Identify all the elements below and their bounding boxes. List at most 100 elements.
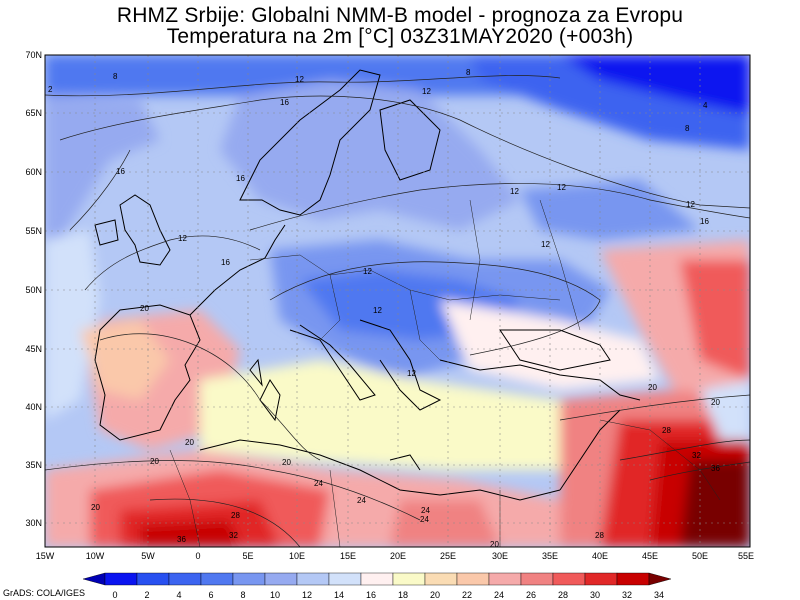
contour-label: 12 [363,267,372,276]
contour-label: 20 [91,503,100,512]
contour-label: 24 [421,506,430,515]
lat-label: 55N [25,226,42,236]
colorbar-swatch [584,572,618,586]
contour-label: 20 [490,540,499,549]
contour-label: 36 [711,464,720,473]
colorbar-swatch [520,572,554,586]
contour-label: 12 [295,75,304,84]
lon-label: 45E [642,551,658,561]
colorbar-tick-label: 24 [494,590,504,600]
lon-label: 5E [242,551,253,561]
colorbar-tick-label: 20 [430,590,440,600]
temperature-field [45,55,750,547]
colorbar-swatch [424,572,458,586]
colorbar-tick-label: 26 [526,590,536,600]
colorbar-swatch [264,572,298,586]
contour-label: 28 [231,511,240,520]
contour-label: 4 [703,101,708,110]
colorbar-swatch [648,572,672,586]
contour-label: 12 [686,200,695,209]
colorbar-swatch [456,572,490,586]
contour-label: 8 [113,72,118,81]
contour-label: 2 [48,85,53,94]
lat-label: 50N [25,285,42,295]
contour-label: 20 [140,304,149,313]
colorbar-swatch [328,572,362,586]
lon-label: 5W [141,551,155,561]
contour-label: 8 [466,68,471,77]
lon-label: 10E [289,551,305,561]
contour-label: 28 [662,426,671,435]
lon-label: 15E [340,551,356,561]
colorbar-swatch [360,572,394,586]
longitude-labels: 15W 10W 5W 0 5E 10E 15E 20E 25E 30E 35E … [36,551,754,561]
colorbar-tick-label: 2 [144,590,149,600]
map-title: RHMZ Srbije: Globalni NMM-B model - prog… [116,4,684,27]
contour-label: 12 [373,306,382,315]
contour-label: 12 [178,234,187,243]
contour-label: 12 [422,87,431,96]
colorbar-tick-label: 32 [622,590,632,600]
latitude-labels: 70N 65N 60N 55N 50N 45N 40N 35N 30N [25,50,42,528]
contour-label: 32 [229,531,238,540]
colorbar-tick-label: 12 [302,590,312,600]
lat-label: 35N [25,460,42,470]
colorbar-tick-label: 16 [366,590,376,600]
lon-label: 20E [390,551,406,561]
lat-label: 45N [25,344,42,354]
colorbar-tick-label: 30 [590,590,600,600]
colorbar-swatch [232,572,266,586]
map-frame [44,54,751,548]
contour-label: 32 [692,451,701,460]
contour-labels: 2 4 8 8 8 12 12 12 12 12 12 12 12 12 12 … [48,68,720,549]
contour-label: 16 [116,167,125,176]
contour-label: 12 [541,240,550,249]
contour-label: 24 [420,515,429,524]
lon-label: 25E [440,551,456,561]
contour-label: 16 [280,98,289,107]
contour-label: 8 [685,124,690,133]
contour-label: 16 [236,174,245,183]
colorbar-tick-label: 14 [334,590,344,600]
colorbar-swatch [488,572,522,586]
contour-label: 12 [407,369,416,378]
lon-label: 0 [195,551,200,561]
colorbar-tick-label: 28 [558,590,568,600]
colorbar-swatch [296,572,330,586]
contour-label: 28 [595,531,604,540]
colorbar-swatch [392,572,426,586]
colorbar-swatch [616,572,650,586]
lon-label: 15W [36,551,55,561]
contour-label: 12 [557,183,566,192]
colorbar-tick-label: 6 [208,590,213,600]
colorbar-tick-label: 34 [654,590,664,600]
lat-label: 65N [25,108,42,118]
contour-label: 24 [314,479,323,488]
lat-label: 40N [25,402,42,412]
colorbar-swatch [104,572,138,586]
contour-label: 16 [221,258,230,267]
colorbar-tick-label: 18 [398,590,408,600]
contour-label: 20 [185,438,194,447]
borders [169,199,721,547]
contour-label: 24 [357,496,366,505]
contour-label: 20 [282,458,291,467]
lon-label: 30E [492,551,508,561]
credit-text: GrADS: COLA/IGES [3,588,86,598]
contour-label: 20 [711,398,720,407]
lat-label: 70N [25,50,42,60]
colorbar-tick-label: 8 [240,590,245,600]
map-subtitle: Temperatura na 2m [°C] 03Z31MAY2020 (+00… [166,25,634,48]
colorbar: 0 2 4 6 8 10 12 14 16 18 20 22 24 26 28 30 32 34 [82,572,672,600]
colorbar-swatch [82,572,106,586]
colorbar-tick-label: 10 [270,590,280,600]
lat-label: 30N [25,518,42,528]
contour-label: 20 [150,457,159,466]
lat-label: 60N [25,167,42,177]
lon-label: 10W [86,551,105,561]
lon-label: 35E [542,551,558,561]
contour-label: 16 [700,217,709,226]
colorbar-swatch [200,572,234,586]
lon-label: 55E [738,551,754,561]
